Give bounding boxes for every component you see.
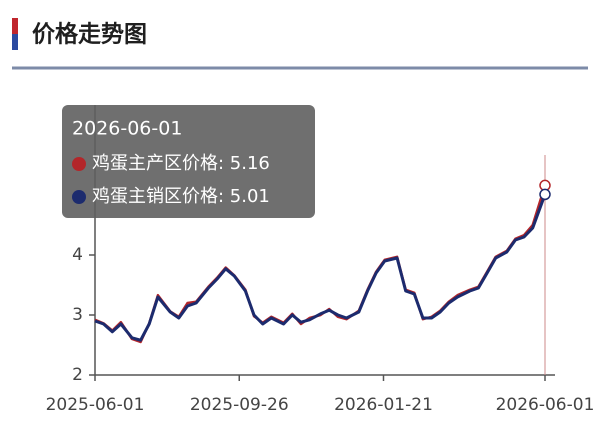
plot: 2 3 4 2025-06-01 2025-09-26 2026-01-21 2026-06… xyxy=(46,105,595,415)
x-tick-label: 2025-09-26 xyxy=(190,395,289,415)
x-tick-label: 2026-01-21 xyxy=(334,395,433,415)
y-tick-label: 3 xyxy=(72,305,83,325)
tooltip: 2026-06-01 鸡蛋主产区价格: 5.16 鸡蛋主销区价格: 5.01 xyxy=(62,105,315,218)
series-line xyxy=(94,193,547,342)
tooltip-line: 鸡蛋主产区价格: 5.16 xyxy=(92,153,270,174)
x-tick-label: 2026-06-01 xyxy=(496,395,595,415)
x-tick-label: 2025-06-01 xyxy=(46,395,145,415)
accent-bottom xyxy=(12,34,18,50)
tooltip-swatch xyxy=(72,190,86,204)
tooltip-title: 2026-06-01 xyxy=(72,118,182,140)
y-tick-label: 4 xyxy=(72,245,83,265)
y-tick-label: 2 xyxy=(72,365,83,385)
tooltip-line: 鸡蛋主销区价格: 5.01 xyxy=(92,186,270,207)
page-title: 价格走势图 xyxy=(32,21,147,48)
accent-top xyxy=(12,18,18,34)
tooltip-swatch xyxy=(72,157,86,171)
tooltip-box xyxy=(62,105,315,218)
hover-marker xyxy=(539,188,551,201)
